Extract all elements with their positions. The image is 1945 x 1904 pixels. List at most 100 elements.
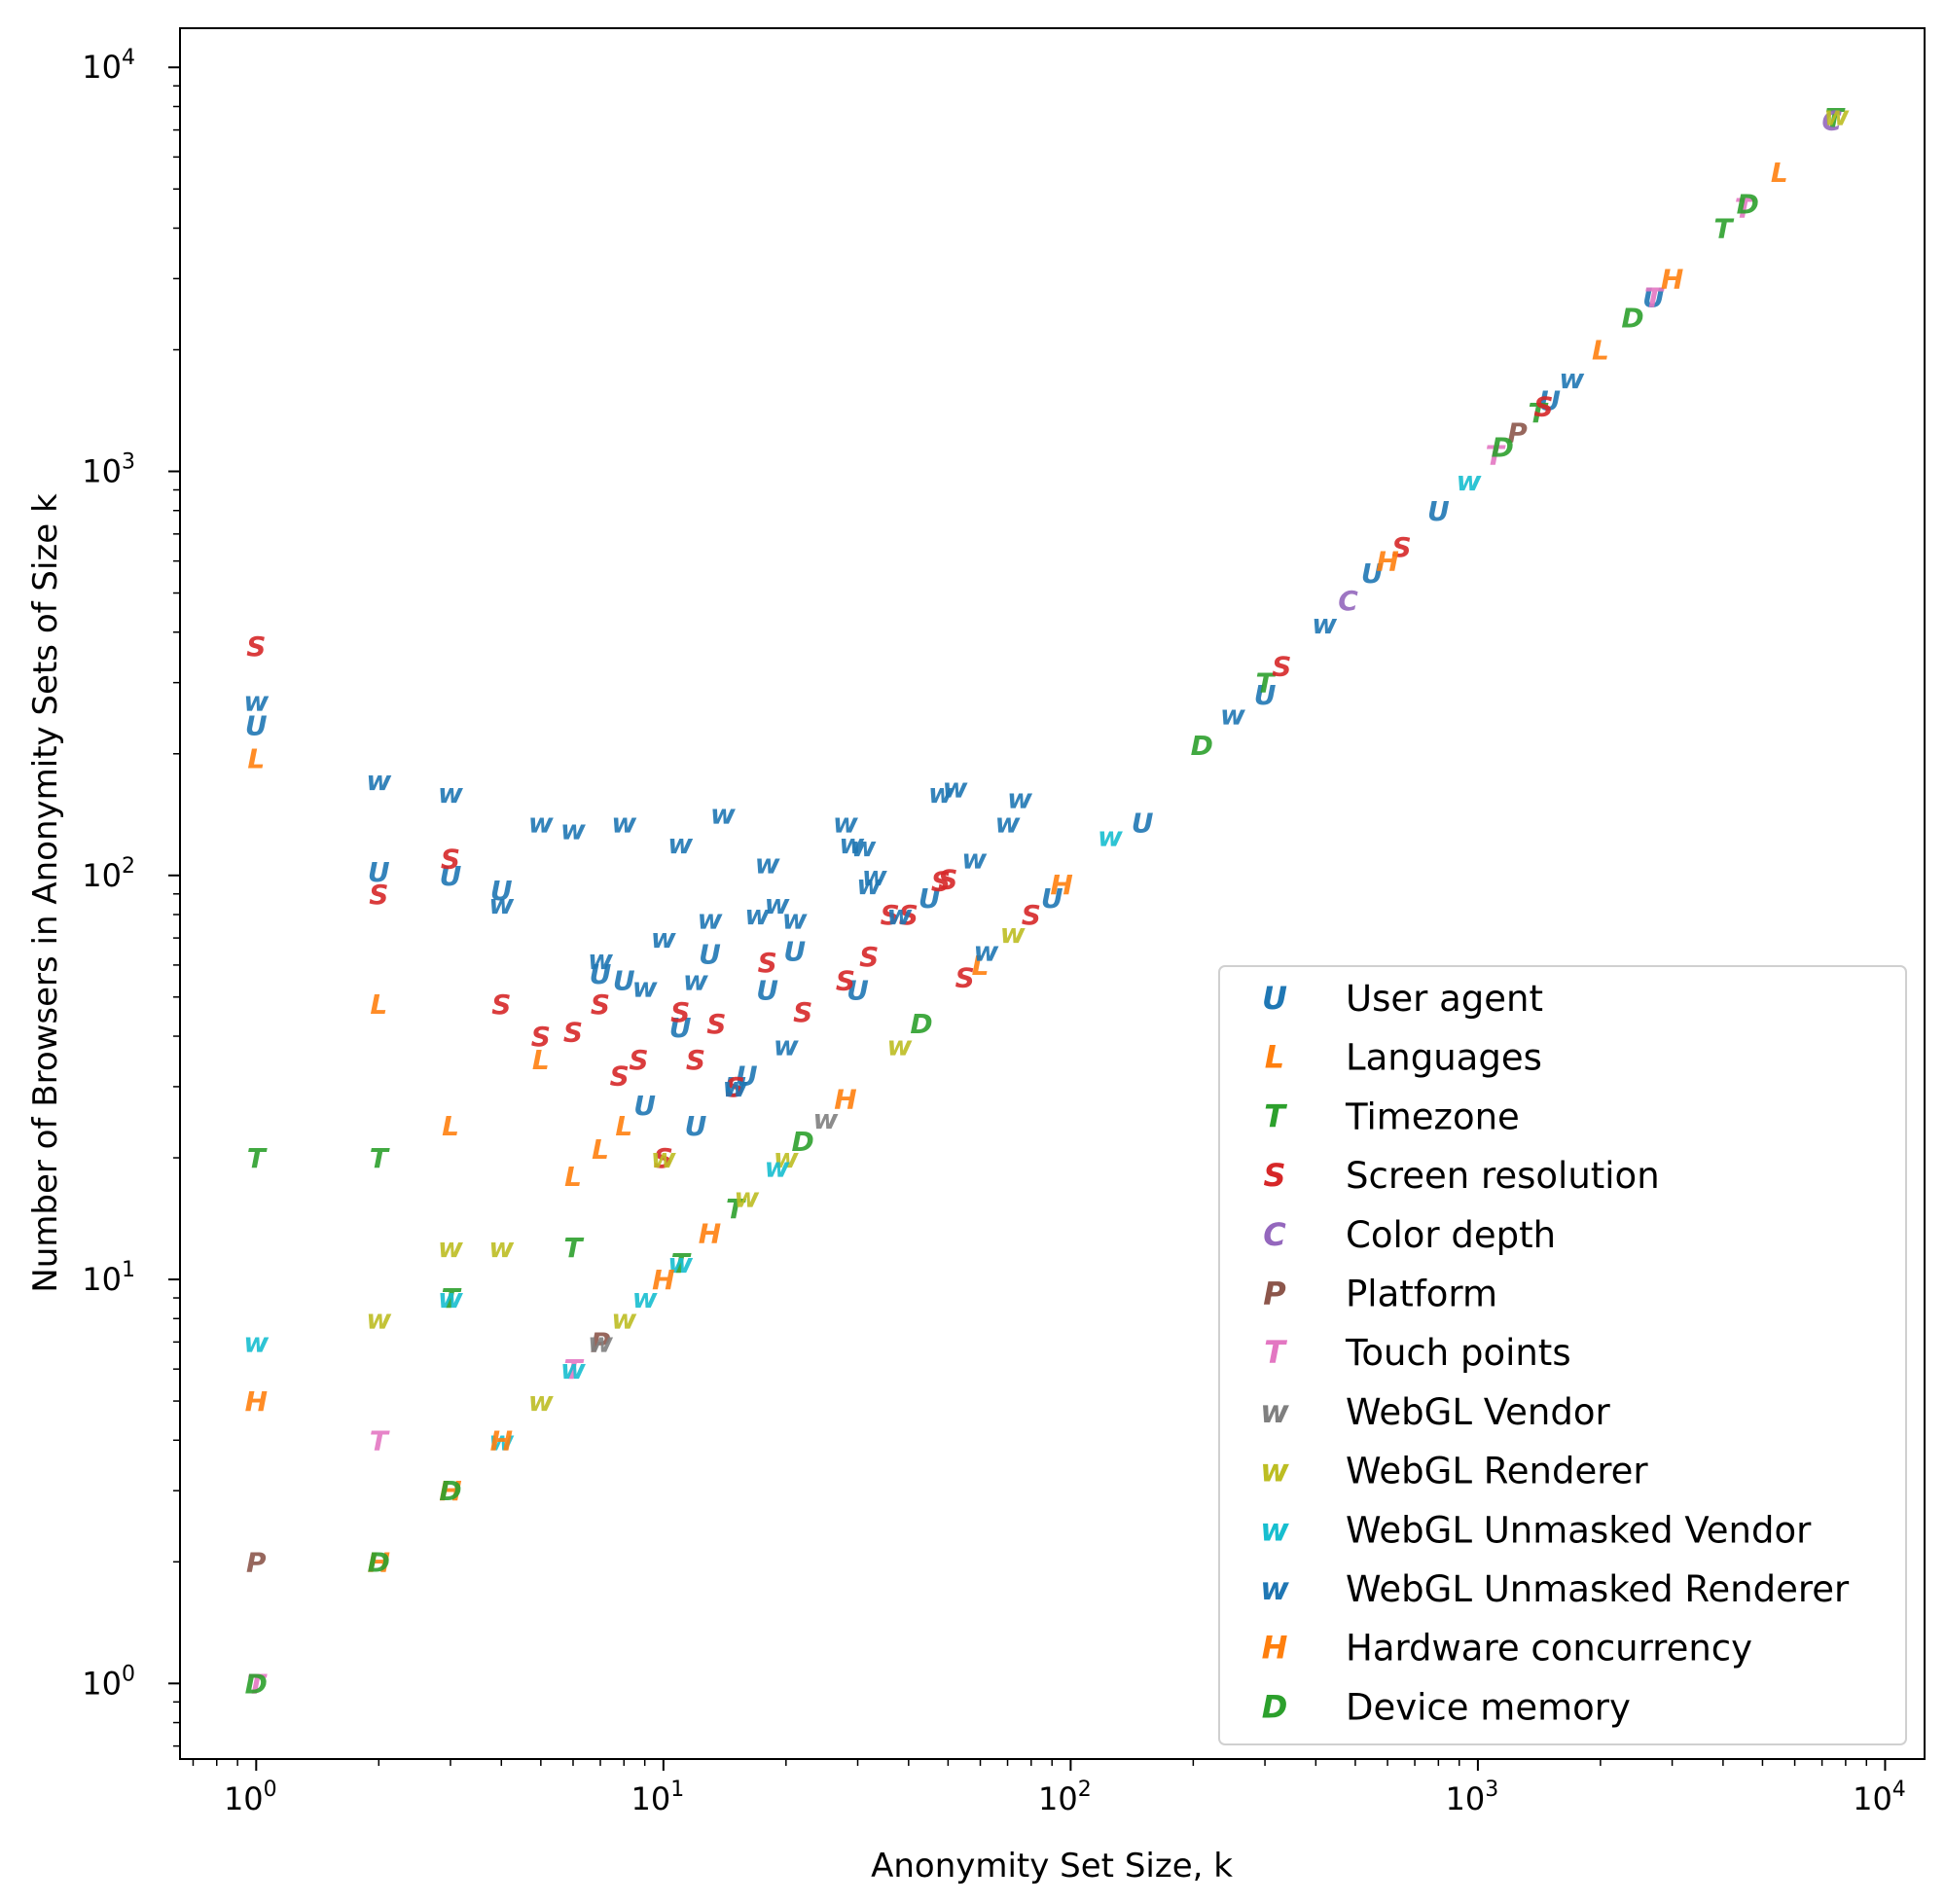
data-point-webgl-unmasked-renderer: w bbox=[862, 860, 887, 892]
data-point-webgl-renderer: w bbox=[611, 1303, 636, 1335]
x-tick-label: 103 bbox=[1446, 1778, 1499, 1817]
data-point-languages: L bbox=[1592, 335, 1609, 367]
data-point-webgl-unmasked-renderer: w bbox=[611, 808, 636, 840]
data-point-user-agent: U bbox=[1254, 679, 1277, 711]
data-point-timezone: T bbox=[1825, 102, 1846, 134]
data-point-webgl-unmasked-renderer: w bbox=[995, 808, 1021, 840]
data-point-webgl-unmasked-renderer: w bbox=[1220, 700, 1245, 732]
data-point-user-agent: U bbox=[1132, 808, 1154, 840]
data-point-user-agent: U bbox=[633, 1090, 656, 1122]
data-point-webgl-unmasked-renderer: w bbox=[974, 935, 999, 967]
data-point-color-depth: C bbox=[1821, 105, 1842, 137]
data-point-webgl-unmasked-renderer: w bbox=[839, 828, 864, 860]
legend-label: Device memory bbox=[1346, 1686, 1631, 1728]
legend-label: Color depth bbox=[1346, 1214, 1556, 1256]
data-point-touch-points: T bbox=[1644, 281, 1665, 313]
data-point-touch-points: T bbox=[1735, 192, 1755, 224]
data-point-webgl-unmasked-vendor: w bbox=[243, 1326, 269, 1358]
data-point-color-depth: C bbox=[1338, 585, 1358, 617]
data-point-screen-resolution: S bbox=[670, 996, 690, 1028]
x-tick-label: 100 bbox=[224, 1778, 277, 1817]
data-point-languages: L bbox=[615, 1110, 632, 1142]
x-tick-label: 104 bbox=[1853, 1778, 1906, 1817]
data-point-platform: P bbox=[246, 1546, 267, 1578]
data-point-languages: L bbox=[972, 950, 990, 982]
legend-marker: w bbox=[1260, 1511, 1289, 1548]
data-point-webgl-unmasked-renderer: w bbox=[744, 899, 770, 931]
data-point-languages: L bbox=[532, 1044, 550, 1076]
y-axis-label: Number of Browsers in Anonymity Sets of … bbox=[26, 493, 65, 1293]
data-point-languages: L bbox=[1771, 157, 1788, 189]
data-point-device-memory: D bbox=[439, 1475, 461, 1507]
data-point-webgl-unmasked-renderer: w bbox=[683, 965, 708, 997]
data-point-webgl-unmasked-renderer: w bbox=[1007, 783, 1032, 815]
data-point-timezone: T bbox=[247, 1142, 268, 1174]
data-point-webgl-renderer: w bbox=[528, 1385, 554, 1418]
data-point-screen-resolution: S bbox=[246, 630, 266, 663]
data-point-screen-resolution: S bbox=[441, 844, 460, 876]
data-point-screen-resolution: S bbox=[955, 961, 975, 993]
data-point-screen-resolution: S bbox=[793, 996, 812, 1028]
data-point-webgl-unmasked-renderer: w bbox=[961, 844, 987, 876]
data-point-user-agent: U bbox=[685, 1110, 707, 1142]
data-point-webgl-unmasked-vendor: w bbox=[1457, 465, 1482, 497]
x-tick-label: 101 bbox=[630, 1778, 684, 1817]
legend-marker: D bbox=[1262, 1688, 1288, 1725]
x-tick-label: 102 bbox=[1038, 1778, 1092, 1817]
data-point-screen-resolution: S bbox=[686, 1044, 705, 1076]
data-point-webgl-unmasked-renderer: w bbox=[667, 828, 693, 860]
y-tick-label: 104 bbox=[82, 46, 135, 86]
data-point-webgl-unmasked-renderer: w bbox=[243, 686, 269, 718]
data-point-webgl-unmasked-vendor: w bbox=[560, 1353, 586, 1385]
x-axis-label: Anonymity Set Size, k bbox=[871, 1847, 1233, 1886]
data-point-screen-resolution: S bbox=[706, 1008, 726, 1040]
data-point-screen-resolution: S bbox=[1272, 650, 1291, 682]
y-tick-label: 100 bbox=[82, 1662, 135, 1702]
data-point-platform: P bbox=[591, 1326, 611, 1358]
legend-marker: w bbox=[1260, 1570, 1289, 1607]
data-point-webgl-unmasked-vendor: w bbox=[1098, 821, 1123, 853]
data-point-user-agent: U bbox=[368, 856, 390, 888]
data-point-webgl-unmasked-renderer: w bbox=[851, 831, 877, 863]
data-point-user-agent: U bbox=[783, 935, 806, 967]
legend-box bbox=[1218, 965, 1907, 1745]
data-point-screen-resolution: S bbox=[938, 863, 957, 895]
data-point-user-agent: U bbox=[699, 938, 721, 970]
data-point-screen-resolution: S bbox=[931, 865, 951, 897]
legend-label: WebGL Unmasked Renderer bbox=[1346, 1568, 1850, 1610]
data-point-webgl-unmasked-renderer: w bbox=[438, 777, 463, 809]
data-point-screen-resolution: S bbox=[610, 1060, 630, 1092]
data-point-webgl-unmasked-renderer: w bbox=[833, 808, 858, 840]
data-point-user-agent: U bbox=[736, 1060, 758, 1092]
data-point-webgl-unmasked-renderer: w bbox=[943, 772, 968, 804]
legend-label: Languages bbox=[1346, 1037, 1542, 1079]
data-point-webgl-unmasked-vendor: w bbox=[667, 1247, 693, 1279]
data-point-webgl-unmasked-renderer: w bbox=[782, 904, 808, 936]
data-point-webgl-renderer: w bbox=[651, 1142, 676, 1174]
data-point-device-memory: D bbox=[1737, 188, 1759, 220]
data-point-webgl-renderer: w bbox=[887, 1029, 913, 1061]
legend-marker: H bbox=[1262, 1630, 1288, 1667]
data-point-screen-resolution: S bbox=[1022, 899, 1041, 931]
data-point-device-memory: D bbox=[368, 1546, 390, 1578]
data-point-timezone: T bbox=[1256, 667, 1277, 700]
data-point-hardware-concurrency: H bbox=[699, 1218, 721, 1250]
data-point-user-agent: U bbox=[669, 1012, 692, 1044]
data-point-screen-resolution: S bbox=[836, 965, 855, 997]
data-point-touch-points: T bbox=[563, 1353, 584, 1385]
data-point-user-agent: U bbox=[440, 860, 462, 892]
legend-label: Touch points bbox=[1345, 1332, 1571, 1374]
data-point-screen-resolution: S bbox=[1533, 390, 1553, 422]
data-point-webgl-unmasked-renderer: w bbox=[710, 799, 736, 831]
data-point-screen-resolution: S bbox=[758, 947, 777, 979]
data-point-device-memory: D bbox=[1621, 303, 1643, 335]
data-point-webgl-renderer: w bbox=[774, 1142, 799, 1174]
data-point-hardware-concurrency: H bbox=[1376, 546, 1398, 578]
data-point-screen-resolution: S bbox=[563, 1017, 583, 1049]
data-point-user-agent: U bbox=[1427, 495, 1450, 527]
data-point-webgl-unmasked-renderer: w bbox=[528, 808, 554, 840]
data-point-timezone: T bbox=[441, 1282, 461, 1314]
legend-label: User agent bbox=[1346, 978, 1543, 1020]
legend-label: WebGL Unmasked Vendor bbox=[1346, 1509, 1812, 1551]
data-point-user-agent: U bbox=[490, 875, 513, 907]
